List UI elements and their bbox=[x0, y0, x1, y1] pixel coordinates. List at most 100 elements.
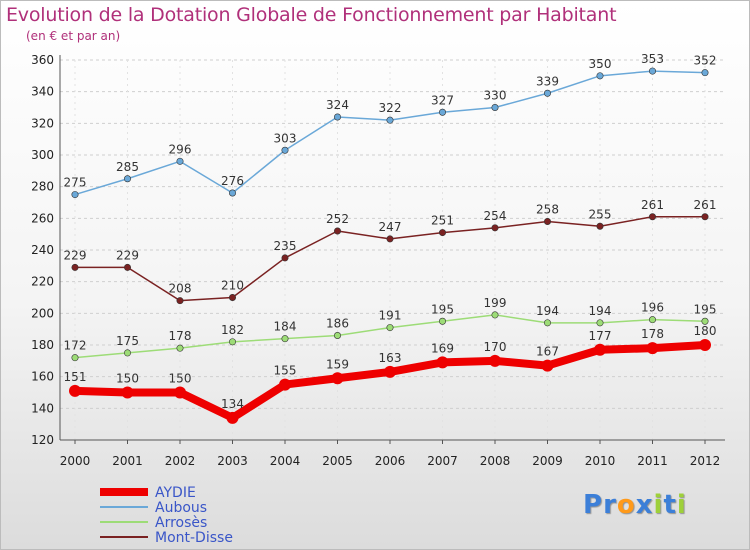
data-point bbox=[386, 235, 394, 243]
legend-label: Arrosès bbox=[155, 515, 207, 531]
data-label: 177 bbox=[589, 329, 612, 343]
data-label: 195 bbox=[431, 302, 454, 316]
data-label: 261 bbox=[641, 198, 664, 212]
data-point bbox=[701, 69, 709, 77]
data-point bbox=[281, 254, 289, 262]
data-label: 180 bbox=[694, 324, 717, 338]
data-label: 150 bbox=[116, 372, 139, 386]
x-tick-label: 2001 bbox=[112, 454, 143, 468]
data-label: 285 bbox=[116, 160, 139, 174]
data-point bbox=[596, 72, 604, 80]
data-label: 194 bbox=[536, 304, 559, 318]
data-point bbox=[121, 386, 134, 399]
x-tick-label: 2005 bbox=[322, 454, 353, 468]
y-tick-label: 240 bbox=[31, 243, 54, 257]
data-label: 303 bbox=[274, 131, 297, 145]
data-label: 350 bbox=[589, 57, 612, 71]
data-label: 251 bbox=[431, 214, 454, 228]
y-tick-label: 320 bbox=[31, 116, 54, 130]
data-label: 186 bbox=[326, 317, 349, 331]
x-tick-label: 2010 bbox=[585, 454, 616, 468]
data-point bbox=[71, 191, 79, 199]
logo-letter: t bbox=[663, 490, 677, 520]
axes: 120 140 160 180 200 220 240 260 280 300 320 340 360 2… bbox=[31, 53, 725, 468]
grid-lines bbox=[60, 59, 725, 441]
data-point bbox=[386, 116, 394, 124]
x-tick-label: 2002 bbox=[165, 454, 196, 468]
chart-title: Evolution de la Dotation Globale de Fonc… bbox=[6, 4, 617, 26]
data-label: 252 bbox=[326, 212, 349, 226]
data-label: 339 bbox=[536, 74, 559, 88]
data-label: 167 bbox=[536, 345, 559, 359]
data-point bbox=[384, 365, 396, 378]
y-tick-label: 200 bbox=[31, 306, 54, 320]
data-label: 255 bbox=[589, 207, 612, 221]
x-tick-label: 2000 bbox=[60, 454, 91, 468]
x-tick-label: 2007 bbox=[427, 454, 458, 468]
x-tick-label: 2003 bbox=[217, 454, 248, 468]
data-point bbox=[174, 386, 186, 399]
data-point bbox=[69, 384, 81, 397]
data-label: 155 bbox=[274, 364, 297, 378]
data-point bbox=[226, 411, 239, 424]
data-label: 330 bbox=[484, 89, 507, 103]
logo-letter: o bbox=[616, 490, 636, 520]
data-label: 296 bbox=[169, 142, 192, 156]
x-tick-label: 2008 bbox=[480, 454, 511, 468]
logo-letter: i bbox=[676, 490, 687, 520]
data-point bbox=[176, 297, 184, 305]
data-label: 247 bbox=[379, 220, 402, 234]
data-point bbox=[438, 317, 446, 325]
data-label: 163 bbox=[379, 351, 402, 365]
y-tick-label: 360 bbox=[31, 53, 54, 67]
x-tick-label: 2012 bbox=[690, 454, 721, 468]
legend-label: Aubous bbox=[155, 500, 207, 516]
data-point bbox=[648, 67, 656, 75]
data-point bbox=[596, 222, 604, 230]
logo-letter: x bbox=[635, 490, 654, 520]
data-label: 194 bbox=[589, 304, 612, 318]
data-label: 134 bbox=[221, 397, 244, 411]
logo-letter: r bbox=[603, 490, 617, 520]
data-point bbox=[543, 319, 551, 327]
data-point bbox=[491, 224, 499, 232]
data-label: 178 bbox=[169, 329, 192, 343]
data-labels: 275 285 296 276 303 324 322 327 330 339 350 353 352 1… bbox=[64, 52, 717, 411]
data-point bbox=[176, 344, 184, 352]
data-point bbox=[646, 342, 659, 355]
y-tick-label: 160 bbox=[31, 370, 54, 384]
x-tick-label: 2006 bbox=[375, 454, 406, 468]
data-point bbox=[648, 213, 656, 221]
data-label: 169 bbox=[431, 341, 454, 355]
data-point bbox=[648, 316, 656, 324]
x-tick-label: 2004 bbox=[270, 454, 301, 468]
data-point bbox=[333, 227, 341, 235]
x-tick-label: 2009 bbox=[532, 454, 563, 468]
data-point bbox=[229, 189, 237, 197]
data-label: 353 bbox=[641, 52, 664, 66]
data-point bbox=[699, 339, 711, 351]
data-point bbox=[124, 263, 132, 271]
logo-letter: i bbox=[653, 490, 664, 520]
data-point bbox=[386, 324, 394, 332]
logo-letter: P bbox=[583, 490, 604, 520]
data-label: 150 bbox=[169, 372, 192, 386]
data-point bbox=[438, 229, 446, 237]
data-point bbox=[333, 113, 341, 121]
chart-subtitle: (en € et par an) bbox=[26, 29, 121, 43]
data-label: 261 bbox=[694, 198, 717, 212]
data-label: 191 bbox=[379, 309, 402, 323]
data-label: 322 bbox=[379, 101, 402, 115]
data-point bbox=[491, 311, 499, 319]
data-point bbox=[124, 349, 132, 357]
data-point bbox=[279, 378, 291, 391]
data-point bbox=[229, 338, 237, 346]
data-point bbox=[541, 359, 554, 372]
data-label: 170 bbox=[484, 340, 507, 354]
data-label: 196 bbox=[641, 301, 664, 315]
y-tick-label: 260 bbox=[31, 211, 54, 225]
data-label: 229 bbox=[116, 248, 139, 262]
data-label: 327 bbox=[431, 93, 454, 107]
data-label: 276 bbox=[221, 174, 244, 188]
data-label: 229 bbox=[64, 248, 87, 262]
